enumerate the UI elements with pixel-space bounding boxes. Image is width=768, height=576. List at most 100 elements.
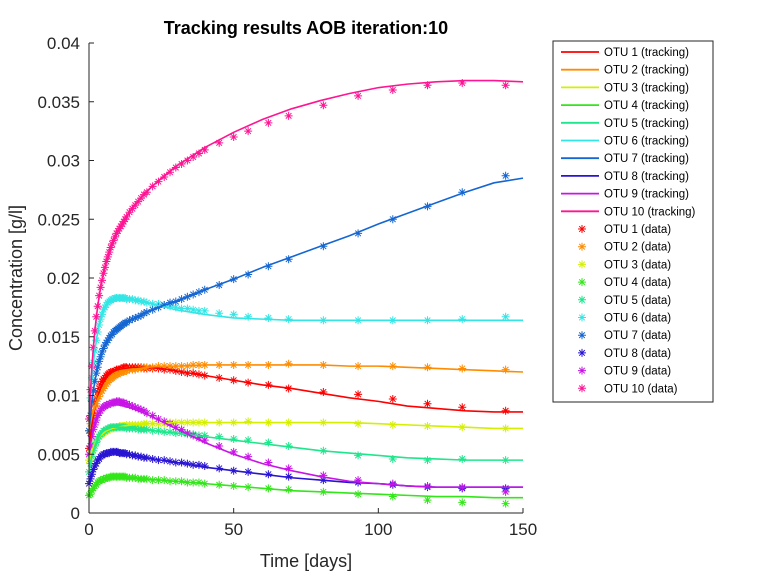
data-point (501, 487, 510, 496)
legend: OTU 1 (tracking) OTU 2 (tracking) OTU 3 (t… (552, 40, 714, 403)
legend-item: OTU 9 (data) (578, 366, 671, 378)
series-line-otu-2 (88, 364, 524, 431)
legend-item: OTU 2 (data) (578, 242, 671, 254)
series-layer (85, 78, 524, 508)
data-point (200, 462, 209, 470)
data-point (154, 415, 163, 423)
legend-item: OTU 9 (tracking) (561, 189, 689, 201)
legend-marker (578, 242, 586, 251)
data-point (229, 447, 238, 456)
legend-label: OTU 2 (tracking) (604, 65, 689, 77)
legend-item: OTU 1 (data) (578, 224, 671, 236)
data-point (131, 403, 140, 412)
data-point (183, 156, 192, 165)
data-point (458, 454, 467, 463)
data-point (264, 262, 273, 271)
legend-box (552, 40, 714, 403)
legend-item: OTU 7 (tracking) (561, 153, 689, 165)
y-tick-label: 0.025 (37, 210, 80, 229)
data-point (177, 160, 186, 169)
data-point (501, 171, 510, 180)
data-point (354, 229, 363, 238)
legend-item: OTU 10 (data) (578, 383, 678, 395)
y-tick-label: 0.04 (47, 34, 80, 53)
data-point (160, 417, 169, 426)
legend-marker (578, 313, 586, 322)
data-point (264, 118, 273, 127)
x-tick-label: 0 (84, 520, 93, 539)
data-point (423, 363, 432, 372)
data-point (501, 312, 510, 321)
data-point (388, 479, 397, 488)
data-point (284, 359, 293, 368)
data-point (354, 91, 363, 100)
legend-label: OTU 8 (data) (604, 348, 671, 360)
data-point (160, 172, 169, 181)
data-point (200, 436, 209, 445)
data-point (458, 364, 467, 373)
data-point (200, 431, 209, 440)
y-tick-label: 0.03 (47, 152, 80, 171)
y-tick-label: 0 (71, 504, 80, 523)
data-point (458, 315, 467, 324)
data-point (171, 163, 180, 172)
series-line-otu-9 (88, 404, 523, 488)
data-point (100, 373, 109, 382)
data-point (194, 433, 203, 442)
data-point (354, 451, 363, 460)
data-point (194, 460, 203, 469)
data-point (122, 399, 131, 408)
data-point (171, 423, 180, 432)
legend-label: OTU 1 (tracking) (604, 47, 689, 59)
legend-item: OTU 3 (data) (578, 259, 671, 271)
data-point (264, 313, 273, 322)
legend-label: OTU 3 (data) (604, 259, 671, 271)
data-point (244, 270, 253, 279)
data-point (194, 306, 203, 315)
legend-label: OTU 9 (data) (604, 366, 671, 378)
legend-item: OTU 1 (tracking) (561, 47, 689, 59)
data-point (93, 387, 102, 396)
data-point (200, 306, 209, 315)
legend-item: OTU 3 (tracking) (561, 82, 689, 94)
data-point (177, 304, 186, 313)
data-point (171, 303, 180, 312)
data-point (388, 395, 397, 404)
data-point (284, 442, 293, 451)
legend-item: OTU 7 (data) (578, 330, 671, 342)
axes-background (89, 43, 523, 513)
data-point (166, 168, 175, 177)
legend-marker (578, 278, 586, 287)
series-line-otu-1 (88, 366, 523, 449)
data-point (142, 409, 151, 418)
data-point (264, 438, 273, 447)
data-point (319, 387, 328, 396)
data-point (264, 458, 273, 467)
data-point (388, 86, 397, 94)
legend-label: OTU 2 (data) (604, 242, 671, 254)
legend-label: OTU 10 (data) (604, 383, 678, 395)
x-tick-label: 100 (364, 520, 392, 539)
legend-label: OTU 8 (tracking) (604, 171, 689, 183)
legend-item: OTU 4 (tracking) (561, 100, 689, 112)
y-tick-label: 0.035 (37, 93, 80, 112)
legend-marker (578, 295, 586, 304)
series-line-otu-4 (88, 475, 523, 499)
data-point (244, 312, 253, 321)
legend-item: OTU 4 (data) (578, 277, 671, 289)
data-point (423, 399, 432, 408)
series-line-otu-10 (88, 79, 524, 420)
data-point (194, 149, 203, 158)
data-point (177, 425, 186, 434)
data-point (244, 452, 253, 461)
legend-label: OTU 4 (tracking) (604, 100, 689, 112)
legend-marker (578, 384, 586, 393)
legend-label: OTU 1 (data) (604, 224, 671, 236)
data-point (388, 492, 397, 501)
data-point (284, 485, 293, 494)
legend-item: OTU 10 (tracking) (561, 206, 696, 218)
series-line-otu-5 (88, 426, 523, 473)
data-point (215, 309, 224, 318)
data-point (319, 242, 328, 251)
